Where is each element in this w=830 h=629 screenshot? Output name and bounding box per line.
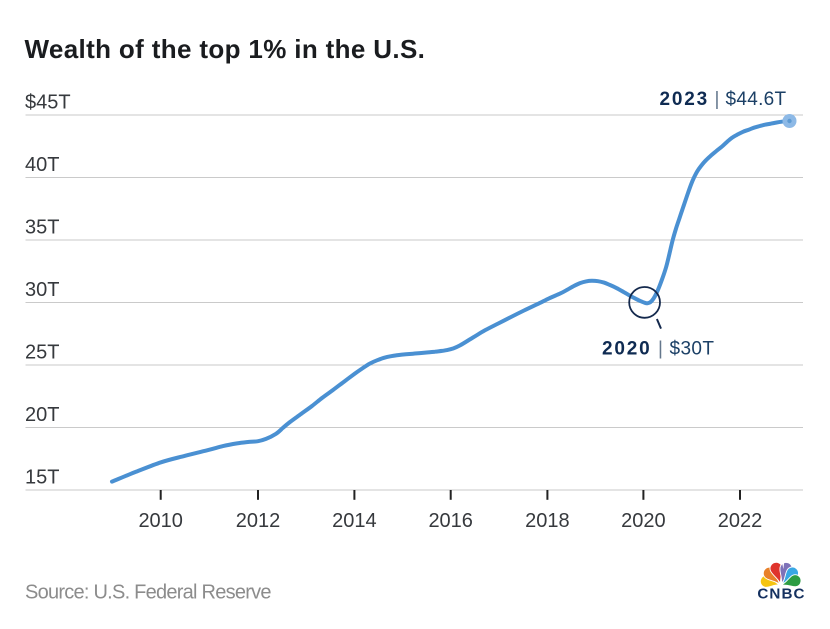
svg-text:CNBC: CNBC [757,586,805,603]
svg-text:2022: 2022 [718,510,763,532]
svg-text:Source: U.S. Federal Reserve: Source: U.S. Federal Reserve [25,582,271,604]
svg-text:|: | [715,89,720,110]
svg-text:40T: 40T [25,154,59,176]
svg-text:2012: 2012 [236,510,281,532]
svg-text:2020: 2020 [602,339,651,360]
svg-text:$44.6T: $44.6T [726,89,787,110]
svg-text:30T: 30T [25,279,59,301]
svg-text:25T: 25T [25,342,59,364]
svg-text:|: | [658,339,663,360]
svg-text:15T: 15T [25,467,59,489]
svg-text:$30T: $30T [670,339,715,360]
svg-text:Wealth of the top 1% in the U.: Wealth of the top 1% in the U.S. [25,34,426,64]
svg-text:2020: 2020 [621,510,666,532]
svg-text:2010: 2010 [138,510,183,532]
svg-text:2016: 2016 [428,510,473,532]
svg-text:20T: 20T [25,404,59,426]
svg-text:2018: 2018 [525,510,570,532]
svg-text:2023: 2023 [660,89,709,110]
svg-text:2014: 2014 [332,510,377,532]
svg-text:$45T: $45T [25,92,71,114]
svg-text:35T: 35T [25,217,59,239]
